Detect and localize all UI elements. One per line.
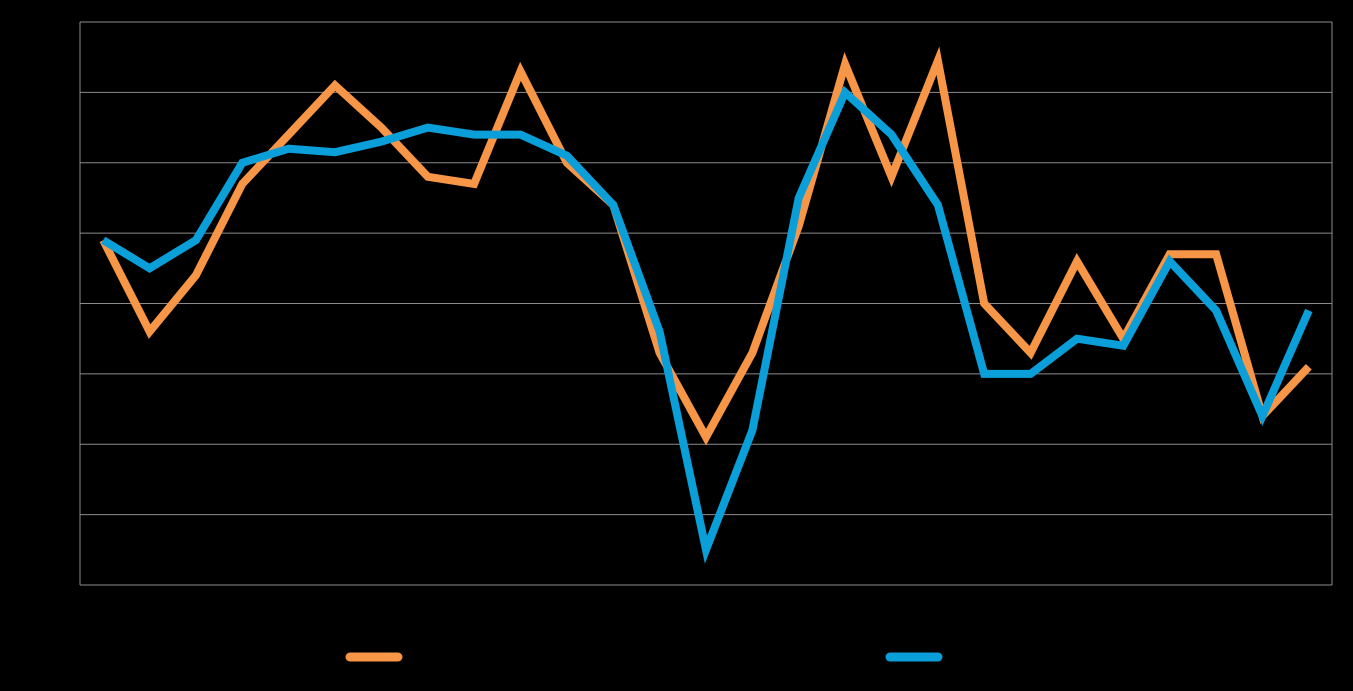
series-line xyxy=(101,85,1313,564)
series-line xyxy=(99,46,1312,446)
